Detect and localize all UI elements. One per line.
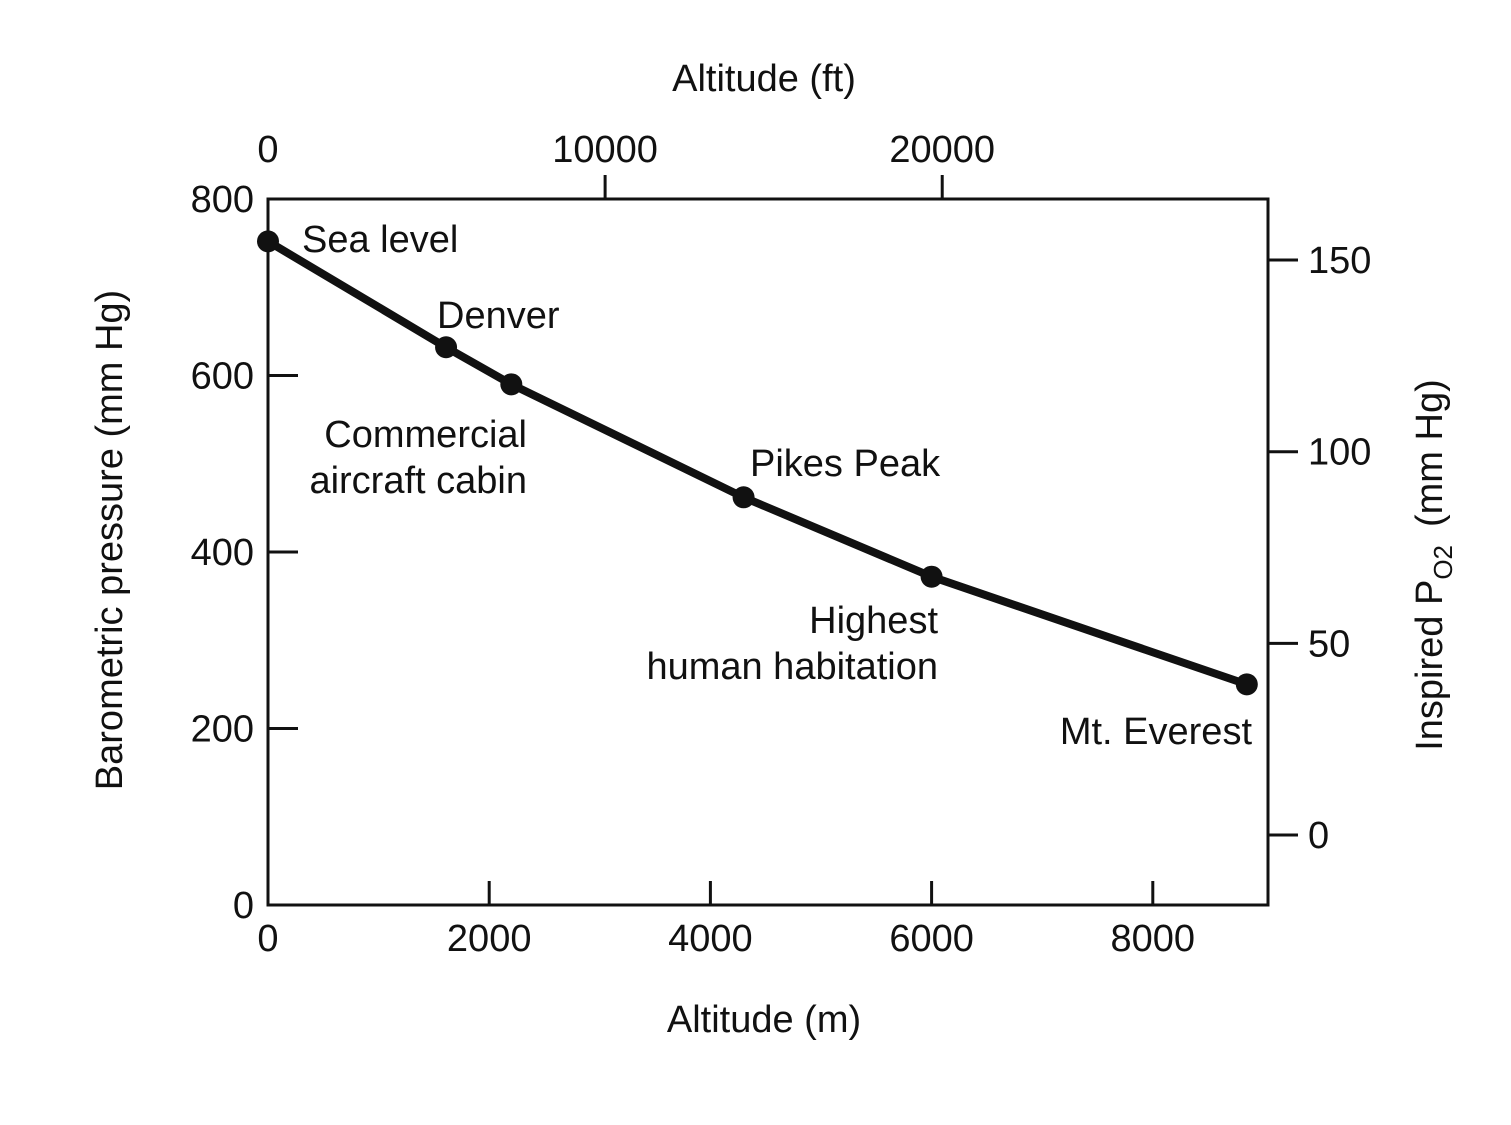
right-y-tick-label-50: 50 — [1308, 623, 1350, 665]
right-axis-title-subscript: O2 — [1428, 545, 1458, 580]
annotation-3-line-0: Pikes Peak — [750, 443, 941, 485]
x-tick-label-0: 0 — [257, 918, 278, 960]
right-y-tick-label-150: 150 — [1308, 240, 1371, 282]
right-y-tick-label-100: 100 — [1308, 432, 1371, 474]
y-tick-label-600: 600 — [191, 356, 254, 398]
y-tick-label-0: 0 — [233, 885, 254, 927]
right-y-tick-label-0: 0 — [1308, 815, 1329, 857]
x-tick-label-8000: 8000 — [1111, 918, 1196, 960]
top-x-tick-label-20000: 20000 — [889, 129, 995, 171]
annotation-0-line-0: Sea level — [302, 219, 458, 261]
x-tick-label-4000: 4000 — [668, 918, 753, 960]
x-tick-label-2000: 2000 — [447, 918, 532, 960]
right-axis-title-main: Inspired P — [1409, 580, 1451, 751]
right-axis-title: Inspired PO2 (mm Hg) — [1409, 379, 1458, 751]
data-point-4 — [920, 565, 943, 588]
annotations: Sea level Denver Commercial aircraft cabin P… — [302, 219, 1252, 753]
annotation-2-line-1: aircraft cabin — [309, 460, 527, 502]
annotation-4-line-1: human habitation — [646, 646, 938, 688]
bottom-axis-title: Altitude (m) — [667, 999, 861, 1041]
y-tick-label-400: 400 — [191, 532, 254, 574]
data-point-1 — [435, 336, 458, 359]
right-axis-title-unit: (mm Hg) — [1409, 379, 1451, 527]
ticks — [268, 175, 1298, 905]
data-point-2 — [500, 373, 523, 396]
data-point-3 — [732, 486, 755, 509]
annotation-5: Mt. Everest — [1060, 711, 1253, 753]
annotation-3: Pikes Peak — [750, 443, 941, 485]
left-axis-title: Barometric pressure (mm Hg) — [89, 290, 131, 790]
annotation-1-line-0: Denver — [437, 295, 560, 337]
x-tick-label-6000: 6000 — [889, 918, 974, 960]
annotation-5-line-0: Mt. Everest — [1060, 711, 1253, 753]
annotation-4: Highest human habitation — [646, 600, 938, 688]
plot-frame — [266, 197, 1270, 907]
annotation-2: Commercial aircraft cabin — [309, 414, 527, 502]
series-line-barometric-pressure — [264, 237, 1251, 689]
annotation-2-line-0: Commercial — [324, 414, 527, 456]
top-x-tick-label-0: 0 — [257, 129, 278, 171]
top-axis-title: Altitude (ft) — [672, 58, 856, 100]
annotation-1: Denver — [437, 295, 560, 337]
annotation-4-line-0: Highest — [809, 600, 938, 642]
top-x-tick-label-10000: 10000 — [552, 129, 658, 171]
data-points — [257, 230, 1258, 696]
annotation-0: Sea level — [302, 219, 458, 261]
data-point-0 — [257, 230, 279, 253]
y-tick-label-800: 800 — [191, 179, 254, 221]
y-tick-label-200: 200 — [191, 709, 254, 751]
data-point-5 — [1235, 673, 1258, 696]
